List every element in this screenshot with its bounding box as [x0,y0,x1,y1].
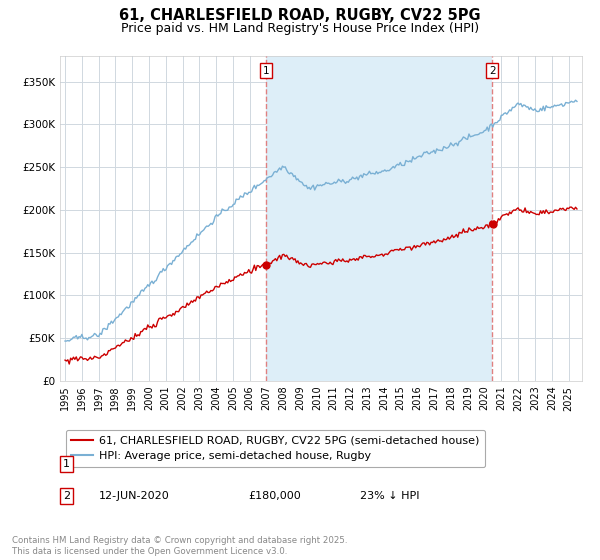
Legend: 61, CHARLESFIELD ROAD, RUGBY, CV22 5PG (semi-detached house), HPI: Average price: 61, CHARLESFIELD ROAD, RUGBY, CV22 5PG (… [65,430,485,467]
Text: 23% ↓ HPI: 23% ↓ HPI [360,491,419,501]
Text: 12-JUN-2020: 12-JUN-2020 [99,491,170,501]
Text: 16% ↓ HPI: 16% ↓ HPI [360,459,419,469]
Text: 2: 2 [489,66,496,76]
Text: 2: 2 [63,491,70,501]
Text: 15-DEC-2006: 15-DEC-2006 [99,459,173,469]
Text: 1: 1 [63,459,70,469]
Text: 61, CHARLESFIELD ROAD, RUGBY, CV22 5PG: 61, CHARLESFIELD ROAD, RUGBY, CV22 5PG [119,8,481,24]
Text: Price paid vs. HM Land Registry's House Price Index (HPI): Price paid vs. HM Land Registry's House … [121,22,479,35]
Text: £180,000: £180,000 [248,491,301,501]
Text: £137,500: £137,500 [248,459,301,469]
Bar [266,56,492,381]
Text: Contains HM Land Registry data © Crown copyright and database right 2025.
This d: Contains HM Land Registry data © Crown c… [12,536,347,556]
Text: 1: 1 [262,66,269,76]
